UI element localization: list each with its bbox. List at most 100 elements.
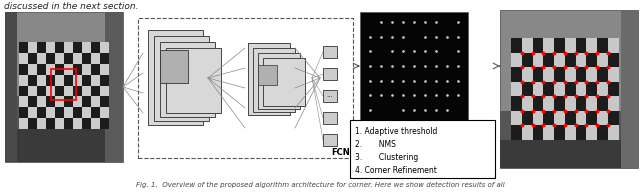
- Text: discussed in the next section.: discussed in the next section.: [4, 2, 138, 11]
- Bar: [82, 118, 91, 129]
- Text: Fig. 1.  Overview of the proposed algorithm architecture for corner. Here we sho: Fig. 1. Overview of the proposed algorit…: [136, 182, 504, 188]
- Bar: [138, 18, 353, 158]
- Bar: [55, 107, 64, 118]
- Bar: [154, 36, 209, 121]
- Bar: [100, 118, 109, 129]
- Bar: [258, 65, 277, 85]
- Bar: [5, 129, 123, 162]
- Bar: [323, 68, 337, 80]
- Bar: [597, 96, 608, 111]
- Bar: [360, 12, 468, 120]
- Bar: [500, 111, 638, 140]
- Bar: [532, 125, 543, 140]
- Bar: [64, 118, 73, 129]
- Bar: [37, 42, 46, 53]
- Bar: [597, 67, 608, 82]
- Text: 1. Adaptive threshold: 1. Adaptive threshold: [355, 127, 437, 136]
- Bar: [554, 67, 565, 82]
- Bar: [597, 38, 608, 53]
- Bar: [263, 58, 305, 106]
- Bar: [532, 96, 543, 111]
- Bar: [511, 96, 522, 111]
- Bar: [19, 64, 28, 75]
- Bar: [575, 96, 586, 111]
- Text: FCN: FCN: [332, 148, 350, 157]
- Bar: [91, 85, 100, 96]
- Bar: [91, 64, 100, 75]
- Bar: [543, 111, 554, 125]
- Bar: [543, 82, 554, 96]
- Bar: [64, 96, 73, 107]
- Bar: [73, 107, 82, 118]
- Bar: [37, 85, 46, 96]
- Bar: [500, 10, 638, 168]
- Bar: [597, 125, 608, 140]
- Bar: [554, 96, 565, 111]
- Bar: [28, 53, 37, 64]
- Bar: [55, 64, 64, 75]
- Bar: [19, 85, 28, 96]
- Bar: [5, 12, 17, 162]
- Bar: [100, 53, 109, 64]
- Bar: [55, 42, 64, 53]
- Bar: [565, 111, 575, 125]
- Bar: [73, 64, 82, 75]
- Bar: [28, 118, 37, 129]
- Bar: [73, 42, 82, 53]
- Bar: [19, 107, 28, 118]
- Bar: [608, 82, 619, 96]
- Bar: [5, 96, 123, 129]
- Bar: [511, 38, 522, 53]
- Bar: [64, 75, 73, 85]
- Bar: [51, 69, 76, 100]
- Bar: [5, 12, 123, 162]
- Bar: [323, 90, 337, 102]
- Bar: [621, 10, 638, 168]
- Bar: [565, 82, 575, 96]
- Bar: [100, 75, 109, 85]
- Bar: [511, 67, 522, 82]
- Bar: [46, 75, 55, 85]
- Bar: [586, 111, 597, 125]
- Bar: [148, 30, 203, 125]
- Bar: [543, 53, 554, 67]
- Bar: [46, 118, 55, 129]
- Bar: [91, 107, 100, 118]
- Bar: [28, 75, 37, 85]
- Bar: [500, 140, 638, 168]
- Text: 4. Corner Refinement: 4. Corner Refinement: [355, 166, 437, 175]
- Bar: [160, 42, 215, 117]
- Bar: [37, 107, 46, 118]
- Bar: [608, 53, 619, 67]
- Bar: [554, 38, 565, 53]
- Bar: [160, 50, 188, 83]
- Bar: [586, 53, 597, 67]
- Bar: [323, 46, 337, 58]
- Bar: [532, 67, 543, 82]
- Bar: [554, 125, 565, 140]
- Bar: [522, 53, 532, 67]
- Bar: [248, 43, 290, 115]
- Bar: [323, 134, 337, 146]
- Bar: [19, 42, 109, 129]
- Bar: [106, 12, 123, 162]
- Bar: [511, 125, 522, 140]
- Bar: [73, 85, 82, 96]
- Text: 3.       Clustering: 3. Clustering: [355, 153, 419, 162]
- Bar: [323, 112, 337, 124]
- Bar: [575, 67, 586, 82]
- Bar: [565, 53, 575, 67]
- Bar: [46, 96, 55, 107]
- Bar: [253, 48, 295, 112]
- Bar: [532, 38, 543, 53]
- Bar: [91, 42, 100, 53]
- Bar: [82, 75, 91, 85]
- Bar: [258, 53, 300, 109]
- Bar: [82, 53, 91, 64]
- Bar: [586, 82, 597, 96]
- Bar: [100, 96, 109, 107]
- Bar: [511, 38, 619, 140]
- Bar: [350, 120, 495, 178]
- Bar: [55, 85, 64, 96]
- Bar: [575, 38, 586, 53]
